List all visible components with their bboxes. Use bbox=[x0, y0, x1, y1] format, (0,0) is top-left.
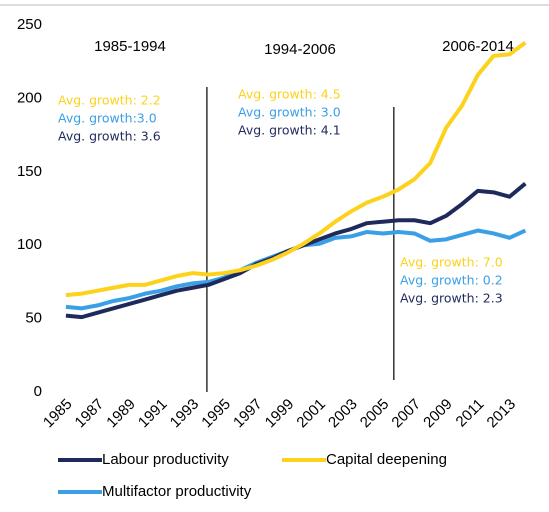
x-tick-label: 1993 bbox=[167, 396, 203, 432]
growth-note: Avg. growth: 7.0 bbox=[400, 255, 503, 270]
x-tick-label: 2011 bbox=[453, 396, 488, 431]
x-tick-label: 1999 bbox=[262, 396, 298, 432]
legend-label: Capital deepening bbox=[326, 451, 447, 468]
y-tick-label: 250 bbox=[17, 16, 42, 33]
y-tick-label: 0 bbox=[34, 383, 42, 400]
x-tick-label: 2003 bbox=[325, 396, 361, 432]
x-tick-label: 2013 bbox=[483, 396, 519, 432]
x-tick-label: 2007 bbox=[388, 396, 424, 432]
period-label: 2006-2014 bbox=[442, 38, 514, 55]
x-tick-label: 1997 bbox=[230, 396, 266, 432]
period-label: 1994-2006 bbox=[264, 41, 336, 58]
growth-note: Avg. growth: 2.3 bbox=[400, 291, 503, 306]
y-tick-label: 100 bbox=[17, 236, 42, 253]
x-tick-label: 2001 bbox=[293, 396, 329, 432]
x-tick-label: 2005 bbox=[357, 396, 393, 432]
legend-label: Multifactor productivity bbox=[102, 483, 252, 500]
x-tick-label: 2009 bbox=[420, 396, 456, 432]
x-tick-label: 1995 bbox=[198, 396, 234, 432]
x-tick-label: 1985 bbox=[40, 396, 76, 432]
x-tick-label: 1989 bbox=[103, 396, 139, 432]
x-tick-label: 1987 bbox=[72, 396, 108, 432]
legend-label: Labour productivity bbox=[102, 451, 229, 468]
growth-note: Avg. growth: 4.1 bbox=[238, 123, 341, 138]
y-tick-label: 150 bbox=[17, 163, 42, 180]
y-tick-label: 50 bbox=[25, 310, 42, 327]
growth-note: Avg. growth: 0.2 bbox=[400, 273, 503, 288]
y-tick-label: 200 bbox=[17, 89, 42, 106]
growth-note: Avg. growth: 3.0 bbox=[238, 105, 341, 120]
growth-note: Avg. growth: 3.6 bbox=[58, 129, 161, 144]
series-line bbox=[65, 41, 527, 298]
x-tick-label: 1991 bbox=[135, 396, 171, 432]
period-label: 1985-1994 bbox=[94, 38, 166, 55]
growth-note: Avg. growth: 2.2 bbox=[58, 93, 161, 108]
growth-note: Avg. growth:3.0 bbox=[58, 111, 157, 126]
growth-note: Avg. growth: 4.5 bbox=[238, 87, 341, 102]
